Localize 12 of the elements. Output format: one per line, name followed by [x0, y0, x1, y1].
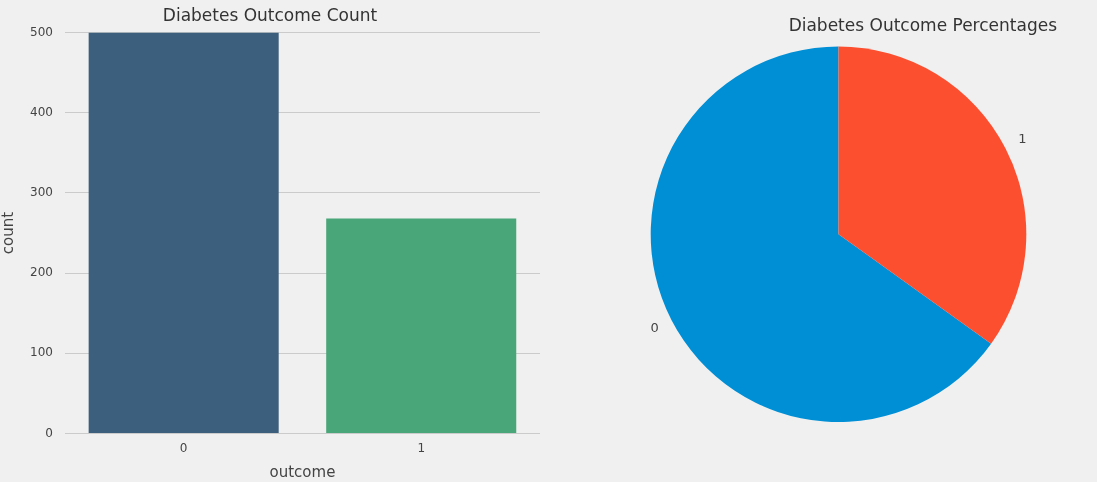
y-tick-label: 400: [30, 104, 53, 119]
x-axis-title: outcome: [269, 462, 336, 481]
y-tick-label: 100: [30, 345, 53, 360]
y-tick-label: 300: [30, 185, 53, 200]
slice-label: 0: [650, 319, 659, 335]
slice-label: 1: [1018, 131, 1027, 147]
chart-title: Diabetes Outcome Count: [162, 4, 378, 25]
y-tick-label: 500: [30, 24, 53, 39]
y-tick-label: 0: [45, 425, 53, 440]
chart-title: Diabetes Outcome Percentages: [788, 14, 1058, 35]
y-axis-title: count: [0, 211, 17, 255]
y-tick-label: 200: [30, 265, 53, 280]
